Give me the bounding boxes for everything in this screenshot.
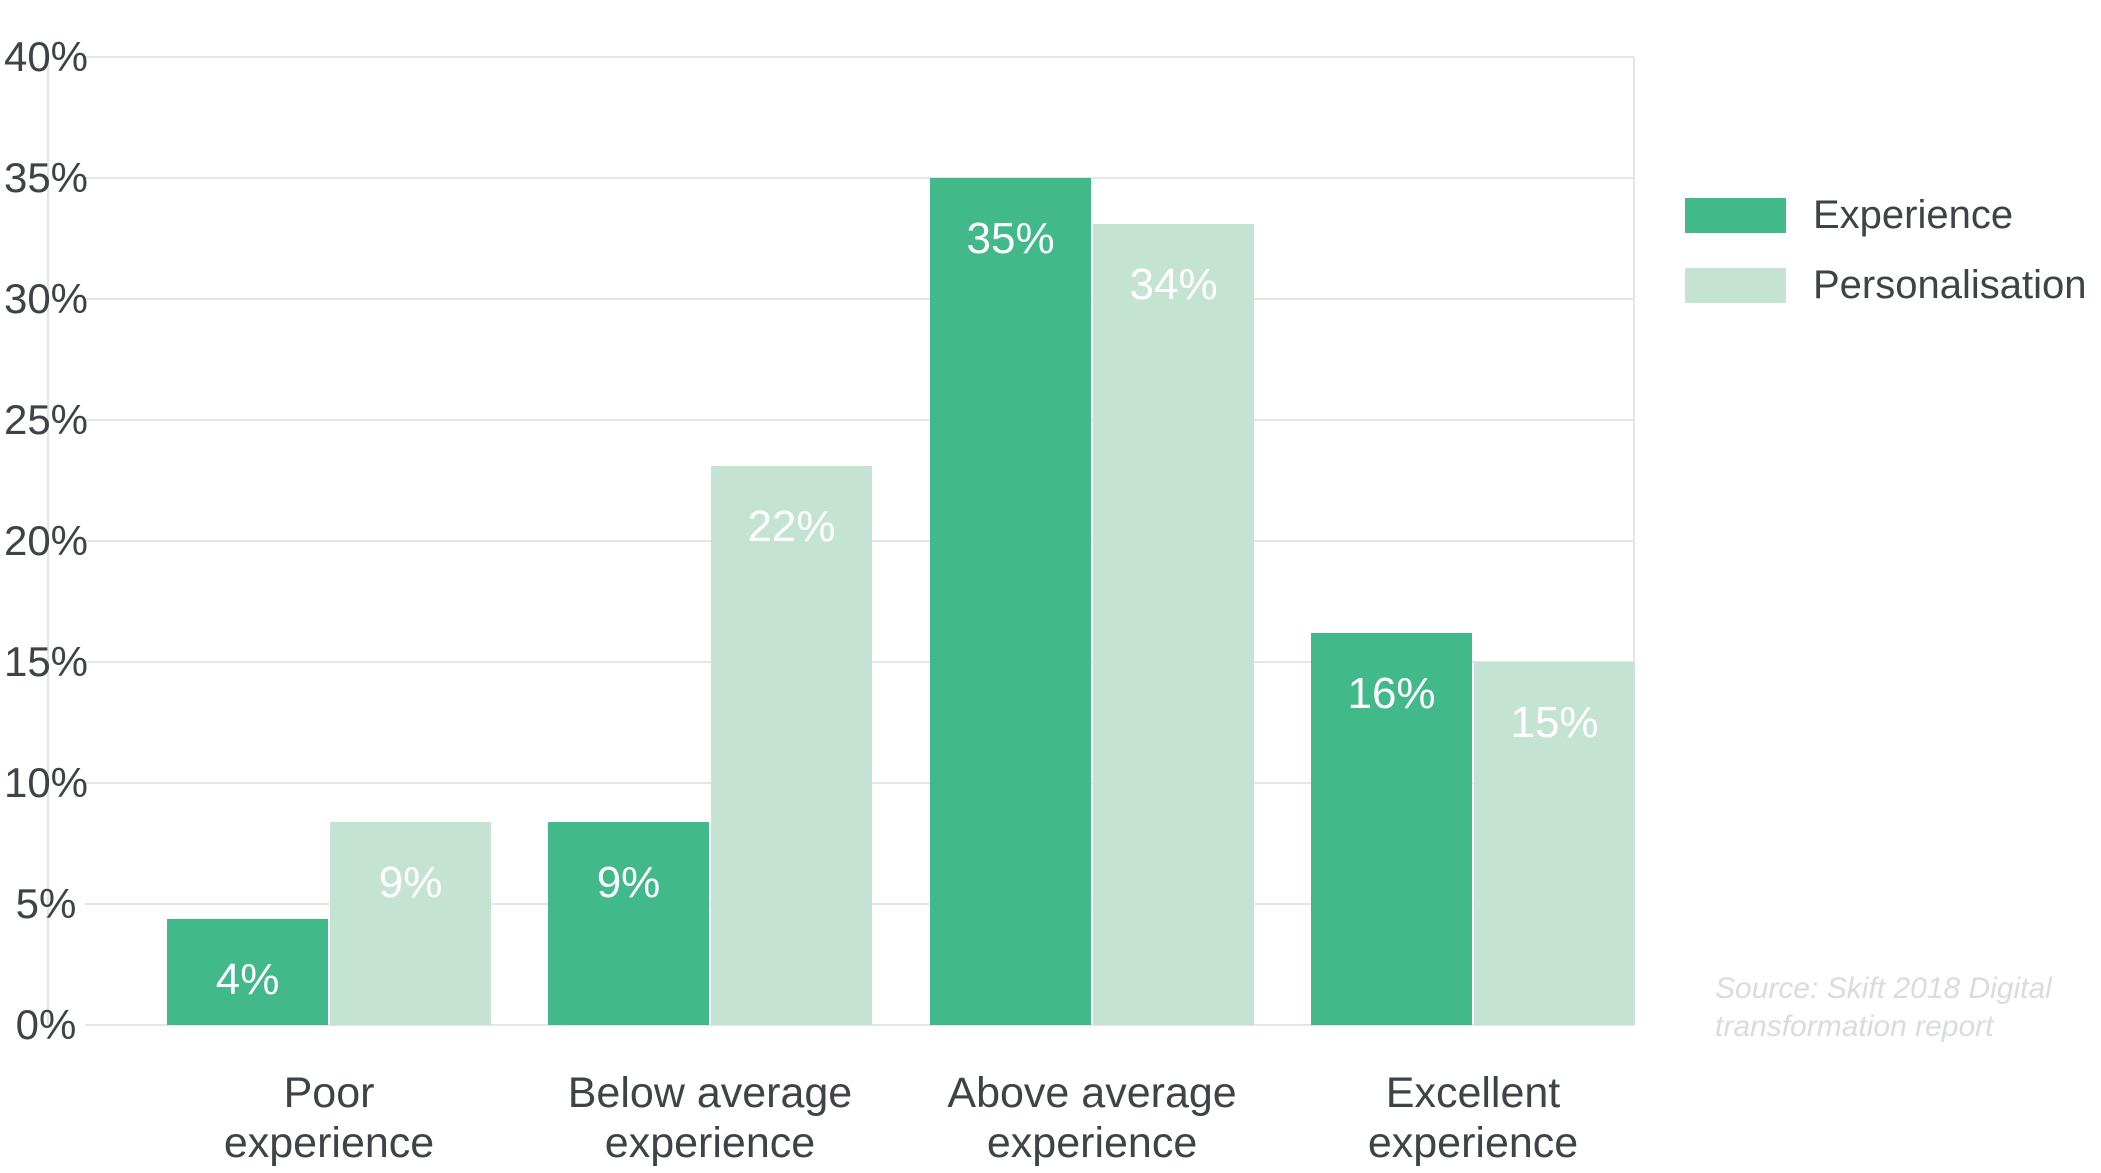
bar-value-label: 34% <box>1129 259 1218 309</box>
gridline-0 <box>85 1024 1634 1026</box>
bar-experience-3: 16% <box>1311 632 1473 1025</box>
y-tick-label-5: 5% <box>15 880 77 927</box>
category-label-0: Poor experience <box>109 1068 549 1168</box>
legend-label: Personalisation <box>1813 263 2087 307</box>
category-label-line: experience <box>223 1119 435 1167</box>
category-label-line: Poor <box>283 1069 375 1117</box>
y-tick-label-15: 15% <box>3 638 89 685</box>
gridline-30 <box>85 298 1634 300</box>
bar-personalisation-3: 15% <box>1474 662 1636 1025</box>
bar-value-label: 9% <box>378 857 443 907</box>
y-tick-label-35: 35% <box>3 154 89 201</box>
category-label-3: Excellent experience <box>1253 1068 1693 1168</box>
bar-personalisation-1: 22% <box>710 465 872 1025</box>
bar-value-label: 15% <box>1510 698 1599 747</box>
y-tick-label-40: 40% <box>3 33 89 80</box>
y-tick-label-25: 25% <box>3 396 89 443</box>
legend-label: Experience <box>1813 193 2014 237</box>
category-label-line: Above average <box>947 1069 1237 1117</box>
bar-value-label: 16% <box>1347 668 1436 718</box>
y-tick-label-10: 10% <box>3 759 89 806</box>
category-label-line: experience <box>604 1119 816 1167</box>
bar-experience-0: 4% <box>167 918 329 1025</box>
gridline-25 <box>85 419 1634 421</box>
bar-value-label: 9% <box>596 857 661 907</box>
bar-personalisation-0: 9% <box>330 821 492 1025</box>
category-label-line: experience <box>1367 1119 1579 1167</box>
y-tick-label-30: 30% <box>3 275 89 322</box>
legend-item-experience: Experience <box>1685 193 2087 237</box>
gridline-40 <box>85 56 1634 58</box>
bar-experience-2: 35% <box>930 178 1092 1025</box>
y-tick-label-0: 0% <box>15 1001 77 1048</box>
gridline-35 <box>85 177 1634 179</box>
category-label-line: experience <box>986 1119 1198 1167</box>
legend-item-personalisation: Personalisation <box>1685 263 2087 307</box>
source-note-line: transformation report <box>1715 1010 1994 1043</box>
bar-value-label: 22% <box>747 501 836 551</box>
chart-legend: Experience Personalisation <box>1685 193 2087 338</box>
category-label-1: Below average experience <box>490 1068 930 1168</box>
bar-personalisation-2: 34% <box>1093 223 1255 1025</box>
bar-value-label: 35% <box>966 214 1055 263</box>
bar-experience-1: 9% <box>547 821 709 1025</box>
category-label-line: Excellent <box>1385 1069 1561 1117</box>
legend-swatch-personalisation <box>1685 268 1786 303</box>
source-note: Source: Skift 2018 Digital transformation… <box>1715 970 2052 1046</box>
y-tick-label-20: 20% <box>3 517 89 564</box>
source-note-line: Source: Skift 2018 Digital <box>1715 972 2052 1005</box>
bar-value-label: 4% <box>215 954 280 1004</box>
plot-right-border-line <box>1633 57 1635 1025</box>
y-axis-line <box>47 57 49 1025</box>
category-label-2: Above average experience <box>872 1068 1312 1168</box>
category-label-line: Below average <box>567 1069 853 1117</box>
legend-swatch-experience <box>1685 198 1786 233</box>
